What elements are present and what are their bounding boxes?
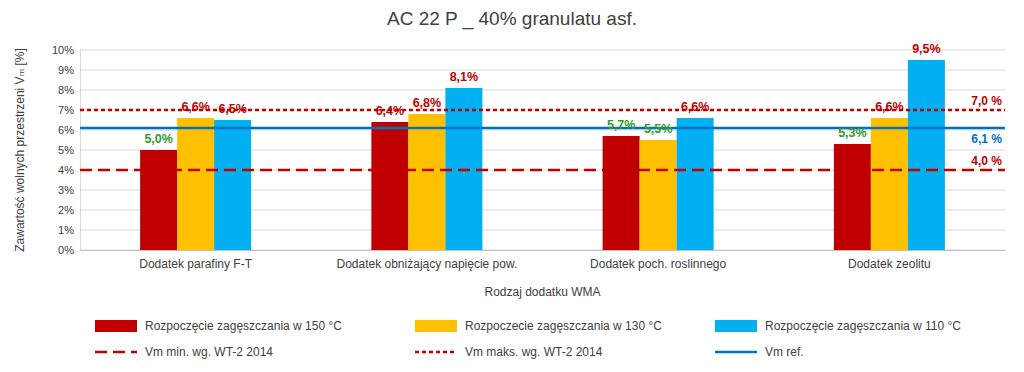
x-tick-label: Dodatek obniżający napięcie pow. <box>336 257 517 271</box>
title: AC 22 P _ 40% granulatu asf. <box>387 8 637 30</box>
y-tick-label: 8% <box>58 84 74 96</box>
x-tick-label: Dodatek poch. roslinnego <box>590 257 726 271</box>
data-label: 6,8% <box>413 96 442 110</box>
grid-line <box>80 50 1005 51</box>
data-label: 5,3% <box>838 126 867 140</box>
y-tick-label: 4% <box>58 164 74 176</box>
y-tick: 3% <box>58 184 80 196</box>
y-tick-label: 0% <box>58 244 74 256</box>
y-tick: 6% <box>58 124 80 136</box>
x-tick-label: Dodatek zeolitu <box>848 257 931 271</box>
y-tick-label: 5% <box>58 144 74 156</box>
y-axis-line <box>80 51 81 251</box>
legend-label: Vm min. wg. WT-2 2014 <box>145 345 273 359</box>
y-tick: 8% <box>58 84 80 96</box>
y-tick-label: 6% <box>58 124 74 136</box>
data-label: 5,5% <box>644 122 673 136</box>
y-tick: 5% <box>58 144 80 156</box>
legend-swatch <box>95 351 137 354</box>
grid-line <box>80 90 1005 91</box>
bar <box>177 118 214 250</box>
y-tick: 2% <box>58 204 80 216</box>
x-tick: Dodatek obniżający napięcie pow. <box>336 250 517 271</box>
y-tick-label: 1% <box>58 224 74 236</box>
data-label: 6,6% <box>875 100 904 114</box>
y-tick: 0% <box>58 244 80 256</box>
y-tick-label: 3% <box>58 184 74 196</box>
legend-label: Vm maks. wg. WT-2 2014 <box>465 345 603 359</box>
reference-line-label: 6,1 % <box>971 132 1002 146</box>
y-tick: 1% <box>58 224 80 236</box>
legend-entry: Rozpoczęcie zagęszczania w 110 °C <box>715 319 961 333</box>
grid <box>80 50 1005 250</box>
y-axis-title: Zawartość wolnych przestrzeni Vₘ [%] <box>13 48 27 252</box>
legend-entry: Vm min. wg. WT-2 2014 <box>95 345 273 359</box>
y-axis: 0% 1% 2% 3% 4% 5% 6% 7% 8% 9% 10% <box>52 44 81 256</box>
legend-label: Rozpoczęcie zagęszczania w 150 °C <box>145 319 342 333</box>
legend: Rozpoczęcie zagęszczania w 150 °C Rozpocz… <box>95 319 961 359</box>
bar-series <box>177 114 908 250</box>
bar <box>371 122 408 250</box>
legend-label: Rozpoczecie zagęszczania w 130 °C <box>465 319 662 333</box>
bar <box>871 118 908 250</box>
chart: AC 22 P _ 40% granulatu asf. 0% 1% 2% 3% 4% 5%… <box>0 0 1024 372</box>
bar <box>834 144 871 250</box>
y-tick-label: 10% <box>52 44 74 56</box>
bar-series <box>214 60 945 250</box>
y-tick-label: 9% <box>58 64 74 76</box>
legend-swatch <box>415 320 457 332</box>
legend-swatch <box>715 320 757 332</box>
reference-line-label: 4,0 % <box>971 154 1002 168</box>
y-tick: 9% <box>58 64 80 76</box>
legend-entry: Vm maks. wg. WT-2 2014 <box>415 345 603 359</box>
data-label: 6,5% <box>218 102 247 116</box>
legend-swatch <box>715 351 757 354</box>
x-tick: Dodatek parafiny F-T <box>139 250 252 271</box>
data-label: 5,0% <box>144 132 173 146</box>
legend-label: Rozpoczęcie zagęszczania w 110 °C <box>765 319 961 333</box>
x-tick: Dodatek zeolitu <box>848 250 931 271</box>
bar <box>140 150 177 250</box>
legend-entry: Rozpoczęcie zagęszczania w 150 °C <box>95 319 342 333</box>
bar <box>408 114 445 250</box>
bar <box>214 120 251 250</box>
y-tick: 7% <box>58 104 80 116</box>
data-label: 8,1% <box>450 70 479 84</box>
x-tick: Dodatek poch. roslinnego <box>590 250 726 271</box>
x-axis-title: Rodzaj dodatku WMA <box>484 285 600 299</box>
data-label: 6,6% <box>681 100 710 114</box>
bar <box>603 136 640 250</box>
legend-label: Vm ref. <box>765 345 804 359</box>
y-tick: 10% <box>52 44 80 56</box>
y-tick-label: 7% <box>58 104 74 116</box>
data-label: 6,4% <box>376 104 405 118</box>
grid-line <box>80 70 1005 71</box>
legend-swatch <box>415 351 457 354</box>
y-tick: 4% <box>58 164 80 176</box>
data-label: 6,6% <box>181 100 210 114</box>
reference-line <box>80 169 1005 172</box>
x-tick-label: Dodatek parafiny F-T <box>139 257 252 271</box>
bar <box>908 60 945 250</box>
x-axis: Dodatek parafiny F-T Dodatek obniżający n… <box>81 250 1006 271</box>
bar <box>677 118 714 250</box>
data-label: 9,5% <box>912 42 941 56</box>
legend-swatch <box>95 320 137 332</box>
legend-entry: Rozpoczecie zagęszczania w 130 °C <box>415 319 662 333</box>
bar <box>640 140 677 250</box>
legend-entry: Vm ref. <box>715 345 804 359</box>
y-tick-label: 2% <box>58 204 74 216</box>
data-label: 5,7% <box>607 118 636 132</box>
reference-line-label: 7,0 % <box>971 94 1002 108</box>
x-axis-line <box>81 250 1006 251</box>
plot-area <box>80 60 1005 250</box>
